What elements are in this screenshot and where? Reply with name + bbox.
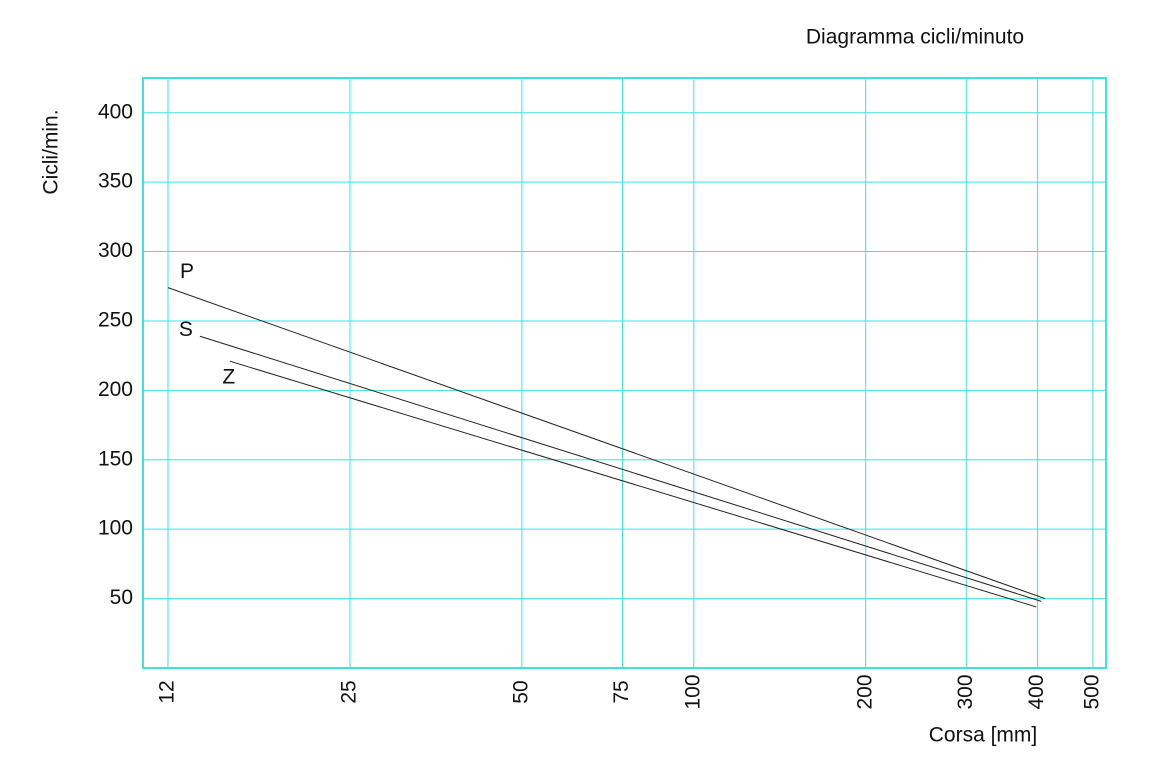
x-tick-label: 50: [509, 680, 532, 703]
series-label: P: [180, 260, 194, 283]
y-tick-label: 400: [98, 100, 133, 123]
y-tick-label: 100: [98, 517, 133, 540]
y-axis-label: Cicli/min.: [40, 109, 63, 194]
chart-title: Diagramma cicli/minuto: [806, 26, 1024, 49]
series-line: [199, 335, 1042, 602]
x-tick-label: 500: [1081, 674, 1104, 709]
x-tick-label: 75: [610, 680, 633, 703]
series-line: [167, 287, 1046, 600]
x-tick-label: 200: [853, 674, 876, 709]
x-tick-label: 300: [954, 674, 977, 709]
plot-border: [142, 77, 1107, 669]
x-axis-label: Corsa [mm]: [929, 724, 1038, 747]
x-tick-label: 12: [156, 680, 179, 703]
series-label: S: [179, 318, 193, 341]
series-label: Z: [222, 366, 235, 389]
y-tick-label: 350: [98, 170, 133, 193]
y-tick-label: 200: [98, 378, 133, 401]
y-tick-label: 50: [110, 586, 133, 609]
y-tick-label: 250: [98, 308, 133, 331]
x-tick-label: 25: [338, 680, 361, 703]
series-line: [229, 360, 1037, 608]
x-tick-label: 100: [681, 674, 704, 709]
y-tick-label: 300: [98, 239, 133, 262]
x-tick-label: 400: [1025, 674, 1048, 709]
y-tick-label: 150: [98, 447, 133, 470]
